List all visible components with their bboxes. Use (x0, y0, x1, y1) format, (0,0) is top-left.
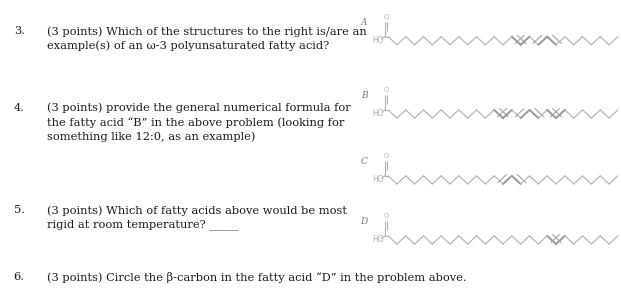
Text: 6.: 6. (14, 272, 25, 282)
Text: D: D (360, 217, 368, 226)
Text: C: C (361, 157, 368, 166)
Text: (3 points) Which of fatty acids above would be most
rigid at room temperature? _: (3 points) Which of fatty acids above wo… (47, 205, 347, 230)
Text: O: O (383, 14, 389, 20)
Text: 5.: 5. (14, 205, 25, 215)
Text: O: O (383, 154, 389, 159)
Text: HO: HO (373, 176, 384, 184)
Text: (3 points) Which of the structures to the right is/are an
example(s) of an ω-3 p: (3 points) Which of the structures to th… (47, 26, 366, 51)
Text: B: B (361, 91, 368, 100)
Text: (3 points) Circle the β-carbon in the fatty acid “D” in the problem above.: (3 points) Circle the β-carbon in the fa… (47, 272, 466, 284)
Text: (3 points) provide the general numerical formula for
the fatty acid “B” in the a: (3 points) provide the general numerical… (47, 103, 350, 142)
Text: O: O (383, 214, 389, 219)
Text: 3.: 3. (14, 26, 25, 36)
Text: HO: HO (373, 236, 384, 244)
Text: O: O (383, 88, 389, 93)
Text: HO: HO (373, 110, 384, 118)
Text: HO: HO (373, 36, 384, 45)
Text: A: A (361, 18, 368, 27)
Text: 4.: 4. (14, 103, 25, 113)
